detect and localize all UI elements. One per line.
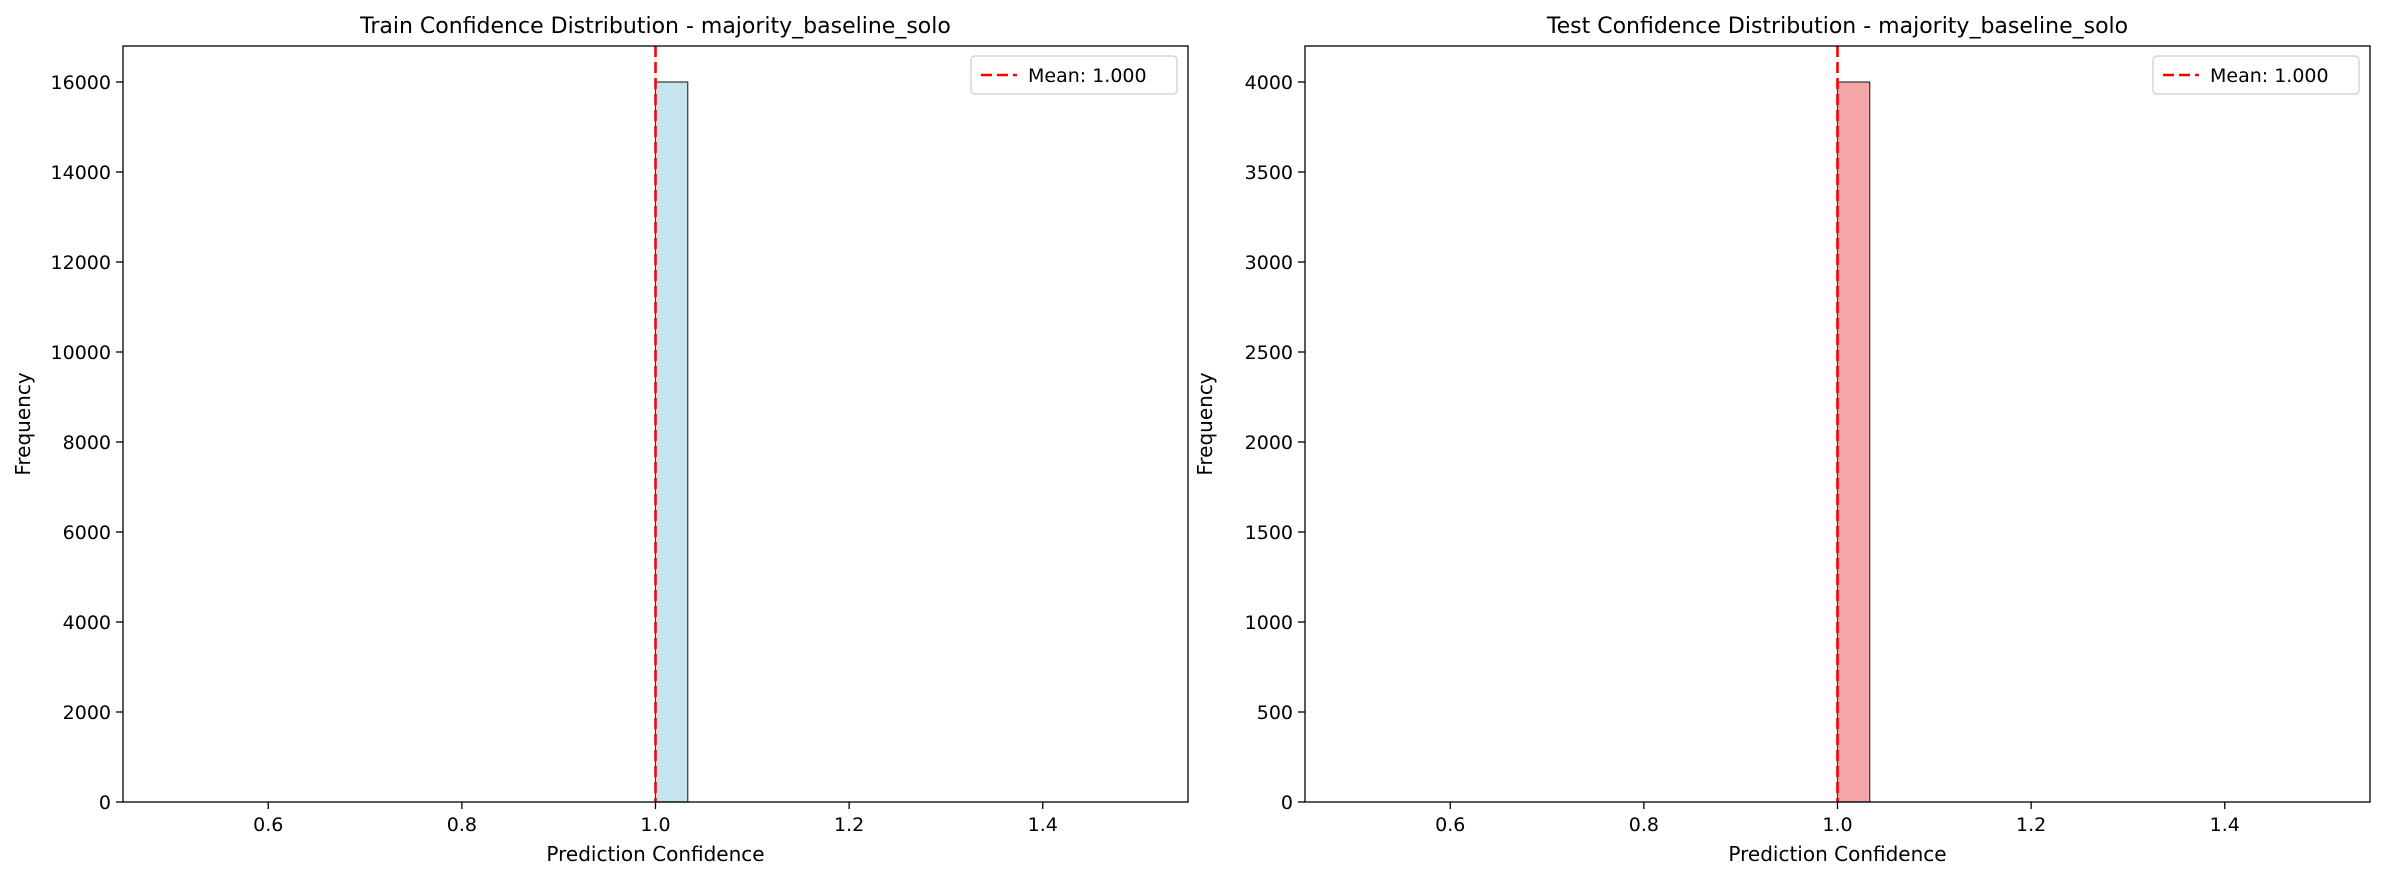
x-tick-label: 1.4 <box>2210 814 2240 836</box>
y-tick-label: 3500 <box>1245 162 1293 184</box>
x-tick-label: 1.2 <box>2016 814 2046 836</box>
x-tick-label: 0.8 <box>447 814 477 836</box>
x-tick-label: 0.6 <box>253 814 283 836</box>
legend: Mean: 1.000 <box>2152 55 2360 95</box>
x-tick-label: 0.8 <box>1629 814 1659 836</box>
y-tick-label: 14000 <box>51 162 111 184</box>
histogram-bar <box>654 81 689 803</box>
y-tick-label: 12000 <box>51 252 111 274</box>
y-tick-label: 4000 <box>1245 72 1293 94</box>
y-tick-label: 8000 <box>63 432 111 454</box>
chart-title: Train Confidence Distribution - majority… <box>359 14 951 39</box>
histogram-bar <box>1836 81 1871 803</box>
x-axis-label: Prediction Confidence <box>546 842 764 866</box>
y-tick-label: 6000 <box>63 522 111 544</box>
y-tick-label: 2000 <box>1245 432 1293 454</box>
y-tick-label: 4000 <box>63 612 111 634</box>
legend-label-mean: Mean: 1.000 <box>1028 65 1147 87</box>
legend-box <box>970 55 1178 95</box>
chart-title: Test Confidence Distribution - majority_… <box>1546 14 2128 39</box>
y-tick-label: 16000 <box>51 72 111 94</box>
y-tick-label: 500 <box>1257 702 1293 724</box>
x-axis-label: Prediction Confidence <box>1728 842 1946 866</box>
x-tick-label: 0.6 <box>1435 814 1465 836</box>
y-axis-label: Frequency <box>11 372 35 475</box>
y-tick-label: 0 <box>1281 792 1293 814</box>
legend: Mean: 1.000 <box>970 55 1178 95</box>
y-tick-label: 0 <box>99 792 111 814</box>
x-tick-label: 1.0 <box>640 814 670 836</box>
y-tick-label: 10000 <box>51 342 111 364</box>
y-axis-label: Frequency <box>1193 372 1217 475</box>
legend-box <box>2152 55 2360 95</box>
y-tick-label: 2500 <box>1245 342 1293 364</box>
chart-test: 0.6 0.8 1.0 1.2 1.4 0 500 1000 1500 2000 2500 3000 3… <box>1193 14 2371 866</box>
x-tick-label: 1.0 <box>1822 814 1852 836</box>
x-tick-label: 1.4 <box>1028 814 1058 836</box>
y-tick-label: 3000 <box>1245 252 1293 274</box>
x-tick-label: 1.2 <box>834 814 864 836</box>
legend-label-mean: Mean: 1.000 <box>2210 65 2329 87</box>
y-tick-label: 1000 <box>1245 612 1293 634</box>
y-tick-label: 2000 <box>63 702 111 724</box>
chart-train: 0.6 0.8 1.0 1.2 1.4 0 2000 4000 6000 8000 10000 120… <box>11 14 1189 866</box>
y-tick-label: 1500 <box>1245 522 1293 544</box>
